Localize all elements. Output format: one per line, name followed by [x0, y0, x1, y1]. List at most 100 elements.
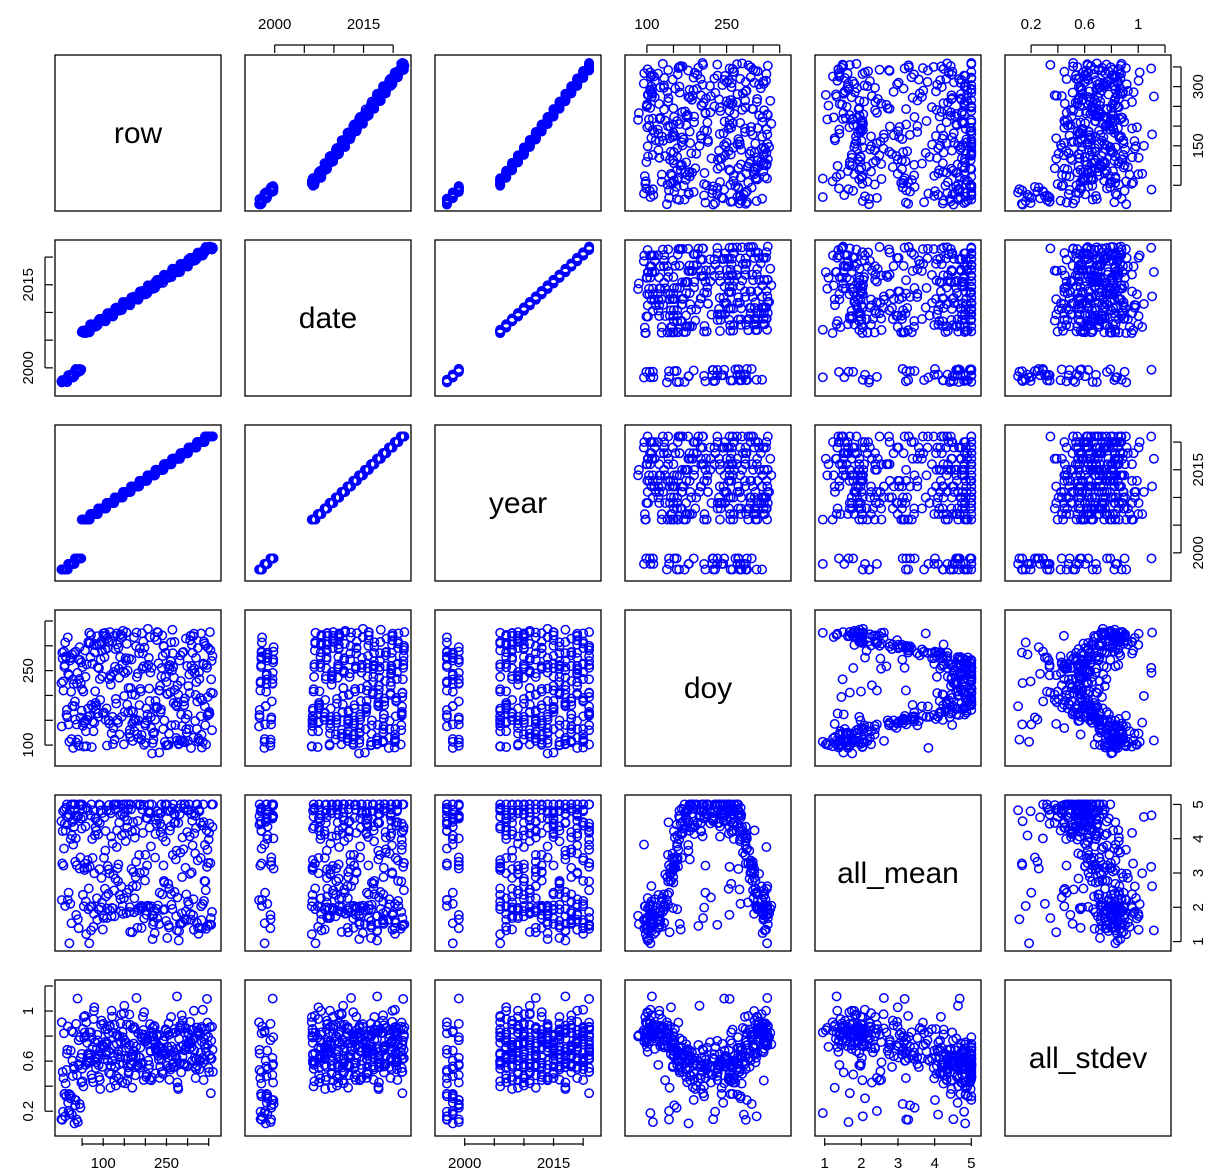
data-point — [699, 370, 710, 381]
data-point — [817, 173, 828, 184]
data-point — [874, 242, 885, 252]
data-point — [663, 96, 674, 107]
data-point — [966, 187, 977, 197]
data-point — [860, 191, 870, 202]
data-point — [1072, 167, 1083, 178]
data-point — [720, 141, 731, 152]
data-point — [1055, 375, 1066, 386]
data-point — [747, 103, 758, 114]
data-point — [909, 249, 919, 260]
data-point — [721, 137, 732, 148]
data-point — [847, 76, 858, 87]
data-point — [453, 181, 464, 192]
data-point — [712, 431, 723, 442]
panel-frame — [814, 54, 982, 212]
data-point — [667, 74, 678, 85]
data-point — [733, 134, 744, 145]
data-point — [854, 102, 865, 113]
data-point — [697, 58, 708, 68]
data-point — [692, 69, 703, 80]
data-point — [871, 371, 882, 382]
data-point — [912, 127, 923, 137]
data-point — [1049, 163, 1060, 174]
data-point — [953, 183, 964, 194]
data-point — [1116, 58, 1127, 69]
data-point — [642, 99, 653, 110]
data-point — [737, 58, 748, 69]
data-point — [667, 170, 678, 181]
data-point — [1064, 365, 1075, 375]
data-point — [705, 107, 716, 118]
data-point — [1045, 59, 1056, 70]
data-point — [722, 77, 732, 88]
panel-row-vs-all_stdev — [1004, 54, 1172, 212]
data-point — [1147, 291, 1158, 302]
panel-date-vs-row — [54, 239, 222, 397]
data-point — [907, 266, 918, 276]
data-point — [719, 140, 730, 150]
data-point — [1128, 177, 1139, 188]
data-point — [737, 242, 748, 253]
data-point — [699, 179, 710, 190]
data-point — [639, 509, 650, 520]
data-point — [834, 553, 844, 564]
data-point — [917, 244, 928, 255]
data-point — [833, 68, 844, 79]
data-point — [893, 126, 904, 137]
data-point — [1061, 170, 1072, 181]
data-point — [909, 316, 920, 326]
data-point — [942, 58, 953, 69]
data-point — [688, 365, 699, 376]
data-point — [1127, 97, 1137, 107]
data-point — [1146, 63, 1157, 74]
data-point — [928, 61, 939, 72]
data-point — [656, 176, 667, 187]
data-point — [680, 106, 691, 117]
data-point — [762, 173, 773, 184]
data-point — [837, 59, 848, 70]
data-point — [675, 165, 686, 176]
data-point — [712, 183, 723, 193]
panel-year-vs-row — [54, 424, 222, 582]
data-point — [903, 60, 914, 71]
data-point — [909, 170, 920, 181]
data-point — [1138, 140, 1149, 151]
data-point — [1133, 152, 1144, 163]
data-point — [1083, 126, 1094, 137]
data-point — [902, 146, 913, 157]
data-point — [951, 181, 962, 192]
data-point — [834, 366, 844, 377]
data-point — [732, 139, 743, 150]
data-point — [871, 192, 882, 203]
data-point — [654, 152, 665, 163]
data-point — [947, 66, 958, 77]
panel-frame — [54, 54, 222, 212]
data-point — [714, 94, 725, 105]
data-point — [709, 73, 720, 84]
data-point — [887, 149, 897, 160]
data-point — [1129, 136, 1140, 147]
data-point — [1133, 75, 1144, 86]
data-point — [926, 102, 937, 113]
data-point — [881, 99, 892, 110]
data-point — [868, 157, 878, 168]
data-point — [654, 99, 665, 109]
data-point — [1137, 168, 1148, 179]
data-point — [656, 169, 667, 180]
panel-year-vs-all_mean — [814, 424, 982, 582]
data-point — [828, 112, 839, 123]
data-point — [1049, 90, 1060, 101]
data-point — [686, 148, 697, 159]
data-point — [817, 372, 828, 383]
data-point — [898, 260, 909, 271]
data-point — [683, 91, 694, 102]
data-point — [1052, 326, 1063, 337]
data-point — [668, 103, 679, 114]
data-point — [1099, 157, 1110, 167]
data-point — [652, 124, 663, 135]
data-point — [1066, 104, 1077, 115]
data-point — [757, 564, 768, 575]
data-point — [759, 172, 770, 182]
data-point — [644, 114, 654, 125]
data-point — [930, 131, 941, 141]
